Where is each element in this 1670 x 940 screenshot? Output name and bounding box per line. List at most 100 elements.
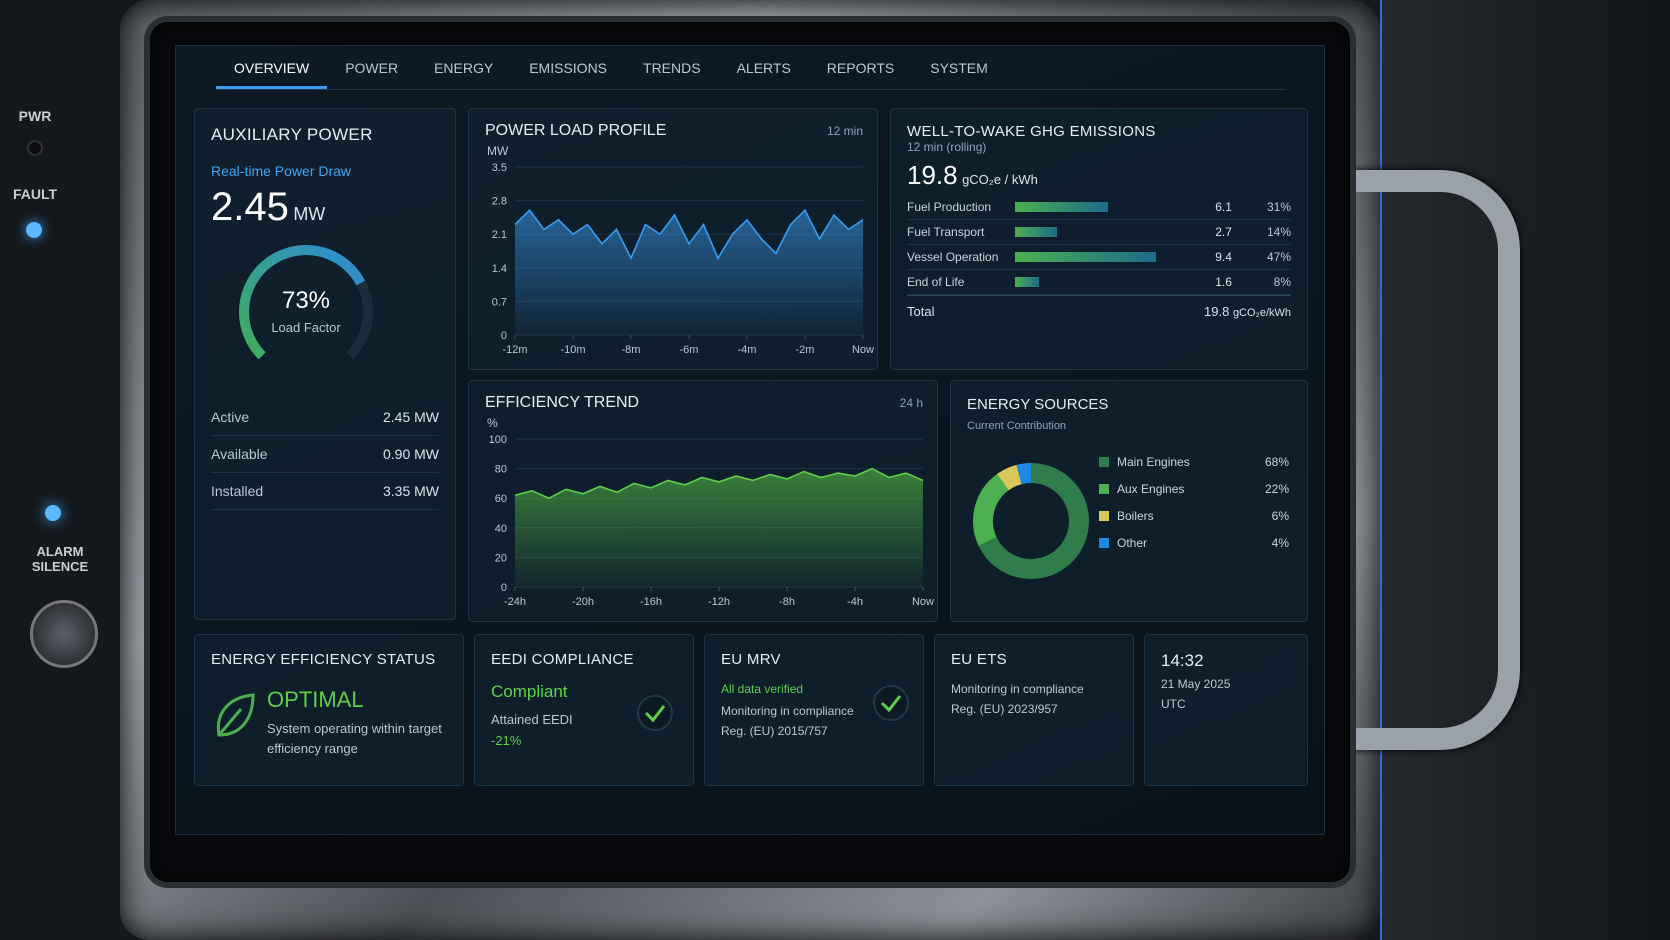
row-name: Fuel Production bbox=[907, 200, 992, 214]
equipment-rack bbox=[1380, 0, 1670, 940]
chart-title: POWER LOAD PROFILE bbox=[485, 122, 666, 139]
legend-swatch bbox=[1099, 484, 1109, 494]
unit: gCO₂e/kWh bbox=[1232, 307, 1291, 319]
sources-panel: ENERGY SOURCES Current Contribution Main E… bbox=[950, 380, 1308, 622]
efficiency-panel: EFFICIENCY TREND 24 h% 0 20 40 60 80 100 -24h -20… bbox=[468, 380, 938, 622]
eedi-card: EEDI COMPLIANCE Compliant Attained EEDI … bbox=[474, 634, 694, 786]
gauge-fill bbox=[239, 245, 366, 360]
stat-row: Installed 3.35 MW bbox=[211, 473, 439, 510]
y-tick-label: 2.8 bbox=[492, 196, 507, 208]
x-tick-label: -16h bbox=[640, 596, 662, 608]
row-value: 1.6 bbox=[1215, 275, 1232, 289]
legend-swatch bbox=[1099, 538, 1109, 548]
x-tick-label: -10m bbox=[560, 344, 585, 356]
stat-row: Active 2.45 MW bbox=[211, 399, 439, 436]
share-bar bbox=[1015, 252, 1157, 262]
load-panel: POWER LOAD PROFILE 12 min MW 0 0.7 1.4 2.1 2.8 3… bbox=[468, 108, 878, 370]
row-share: 31% bbox=[1266, 200, 1291, 214]
tab[interactable]: OVERVIEW bbox=[216, 46, 328, 89]
y-tick-label: 0.7 bbox=[492, 296, 507, 308]
x-tick-label: Now bbox=[912, 596, 934, 608]
row-value: 9.4 bbox=[1215, 250, 1232, 264]
sources-chart: ENERGY SOURCES Current Contribution Main E… bbox=[967, 396, 1290, 579]
share-bar bbox=[1015, 227, 1058, 237]
tab[interactable]: ENERGY bbox=[434, 60, 494, 76]
value-label: 6% bbox=[1272, 509, 1290, 523]
line bbox=[514, 208, 864, 261]
tab[interactable]: EMISSIONS bbox=[529, 60, 608, 76]
clock-card: 14:32 21 May 2025 UTC bbox=[1144, 634, 1308, 786]
row-share: 47% bbox=[1266, 250, 1291, 264]
value: -21% bbox=[491, 733, 522, 748]
gauge-caption: Load Factor bbox=[271, 320, 341, 335]
y-tick-label: 80 bbox=[495, 464, 507, 476]
row-share: 8% bbox=[1273, 275, 1291, 289]
row-name: End of Life bbox=[907, 275, 965, 289]
area bbox=[515, 468, 923, 587]
date: 21 May 2025 bbox=[1161, 677, 1231, 691]
alarm-button[interactable] bbox=[30, 600, 98, 668]
dashboard: OVERVIEW POWER ENERGY EMISSIONS TRENDS ALERTS… bbox=[175, 45, 1325, 835]
time: 14:32 bbox=[1161, 651, 1204, 670]
y-axis-label: MW bbox=[487, 144, 509, 158]
zone: UTC bbox=[1161, 697, 1186, 711]
emission-rows: Fuel Production 6.1 31% Fuel Transport 2.7 14… bbox=[907, 195, 1291, 295]
tab[interactable]: SYSTEM bbox=[930, 60, 988, 76]
share-bar bbox=[1015, 277, 1040, 287]
bar-track bbox=[1015, 252, 1163, 262]
regulation: Reg. (EU) 2023/957 bbox=[951, 702, 1058, 716]
value-label: 4% bbox=[1272, 536, 1290, 550]
y-tick-label: 0 bbox=[501, 330, 507, 342]
pie-slice bbox=[1016, 463, 1032, 485]
x-tick-label: -20h bbox=[572, 596, 594, 608]
chart-title: EFFICIENCY TREND bbox=[485, 394, 639, 411]
pie-slice bbox=[973, 474, 1010, 546]
gauge-value: 73% bbox=[282, 287, 330, 314]
y-tick-label: 40 bbox=[495, 523, 507, 535]
card-title: EU MRV bbox=[721, 651, 781, 668]
legend-swatch bbox=[1099, 511, 1109, 521]
state: OPTIMAL bbox=[267, 687, 364, 712]
line bbox=[514, 467, 924, 500]
total-value: 19.8 bbox=[1204, 304, 1230, 319]
alarm-label: ALARM SILENCE bbox=[31, 544, 89, 574]
tab[interactable]: TRENDS bbox=[643, 60, 701, 76]
emission-row: End of Life 1.6 8% bbox=[907, 270, 1291, 295]
leaf-icon bbox=[216, 693, 255, 737]
x-tick-label: -12m bbox=[502, 344, 527, 356]
legend-swatch bbox=[1099, 457, 1109, 467]
chart-subtitle: 24 h bbox=[900, 396, 923, 410]
value-label: 22% bbox=[1265, 482, 1289, 496]
stat-value: 2.45 MW bbox=[382, 409, 439, 425]
tab[interactable]: REPORTS bbox=[826, 60, 895, 76]
indicator-led bbox=[26, 222, 42, 238]
chart-title: ENERGY SOURCES bbox=[967, 396, 1108, 413]
tab[interactable]: ALERTS bbox=[736, 60, 791, 76]
x-tick-label: -2m bbox=[796, 344, 815, 356]
efficiency-status: ENERGY EFFICIENCY STATUS OPTIMAL System … bbox=[194, 634, 464, 786]
aux-power-panel: AUXILIARY POWER Real-time Power Draw 2.4… bbox=[194, 108, 456, 620]
state-text: System operating within target efficienc… bbox=[267, 721, 442, 756]
pie-slice bbox=[978, 463, 1089, 579]
gauge: 73% Load Factor bbox=[239, 245, 373, 360]
tab-bar: OVERVIEW POWER ENERGY EMISSIONS TRENDS ALERTS… bbox=[216, 46, 1286, 90]
value-label: 68% bbox=[1265, 455, 1289, 469]
emission-row: Vessel Operation 9.4 47% bbox=[907, 245, 1291, 270]
stat-value: 3.35 MW bbox=[382, 483, 439, 499]
emission-row: Fuel Transport 2.7 14% bbox=[907, 220, 1291, 245]
area bbox=[515, 210, 863, 335]
card-title: ENERGY EFFICIENCY STATUS bbox=[211, 651, 436, 668]
stat-row: Available 0.90 MW bbox=[211, 436, 439, 473]
y-tick-label: 20 bbox=[495, 552, 507, 564]
load-chart: POWER LOAD PROFILE 12 min MW 0 0.7 1.4 2.1 2.8 3… bbox=[485, 122, 874, 356]
check-icon bbox=[873, 685, 909, 721]
x-tick-label: Now bbox=[852, 344, 874, 356]
stat-label: Active bbox=[211, 409, 250, 425]
total-label: Total bbox=[907, 304, 935, 319]
x-tick-label: -6m bbox=[680, 344, 699, 356]
bar-track bbox=[1015, 202, 1163, 212]
indicator-label: PWR bbox=[18, 108, 52, 124]
tab[interactable]: POWER bbox=[345, 60, 399, 76]
ets-card: EU ETS Monitoring in compliance Reg. (EU… bbox=[934, 634, 1134, 786]
y-tick-label: 2.1 bbox=[492, 229, 507, 241]
